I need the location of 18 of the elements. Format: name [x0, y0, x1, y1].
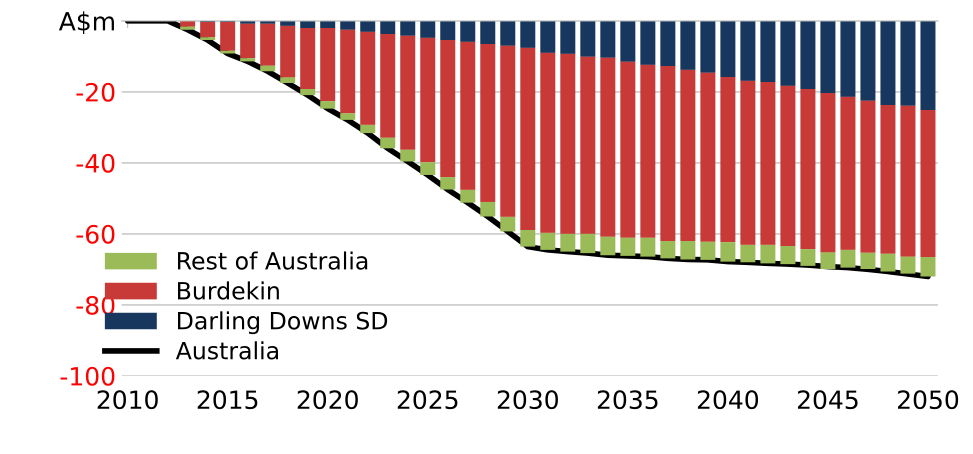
- x-tick-label: 2015: [198, 390, 258, 410]
- x-tick-label: 2035: [598, 390, 658, 410]
- x-tick-label: 2025: [398, 390, 458, 410]
- y-tick-label: -20: [76, 82, 114, 102]
- y-tick-label: -100: [60, 366, 114, 386]
- legend-label: Australia: [176, 341, 278, 360]
- y-tick-label: -40: [76, 154, 114, 173]
- x-tick-label: 2030: [498, 390, 558, 410]
- x-tick-label: 2050: [898, 390, 958, 410]
- x-tick-label: 2045: [798, 390, 858, 410]
- x-tick-label: 2010: [98, 390, 158, 410]
- legend-label: Rest of Australia: [178, 251, 368, 270]
- y-tick-label: A$m: [58, 11, 114, 34]
- x-tick-label: 2020: [298, 390, 358, 410]
- y-tick-label: -60: [76, 224, 114, 244]
- legend-label: Darling Downs SD: [178, 311, 388, 334]
- legend-label: Burdekin: [178, 281, 279, 300]
- x-tick-label: 2040: [698, 390, 758, 410]
